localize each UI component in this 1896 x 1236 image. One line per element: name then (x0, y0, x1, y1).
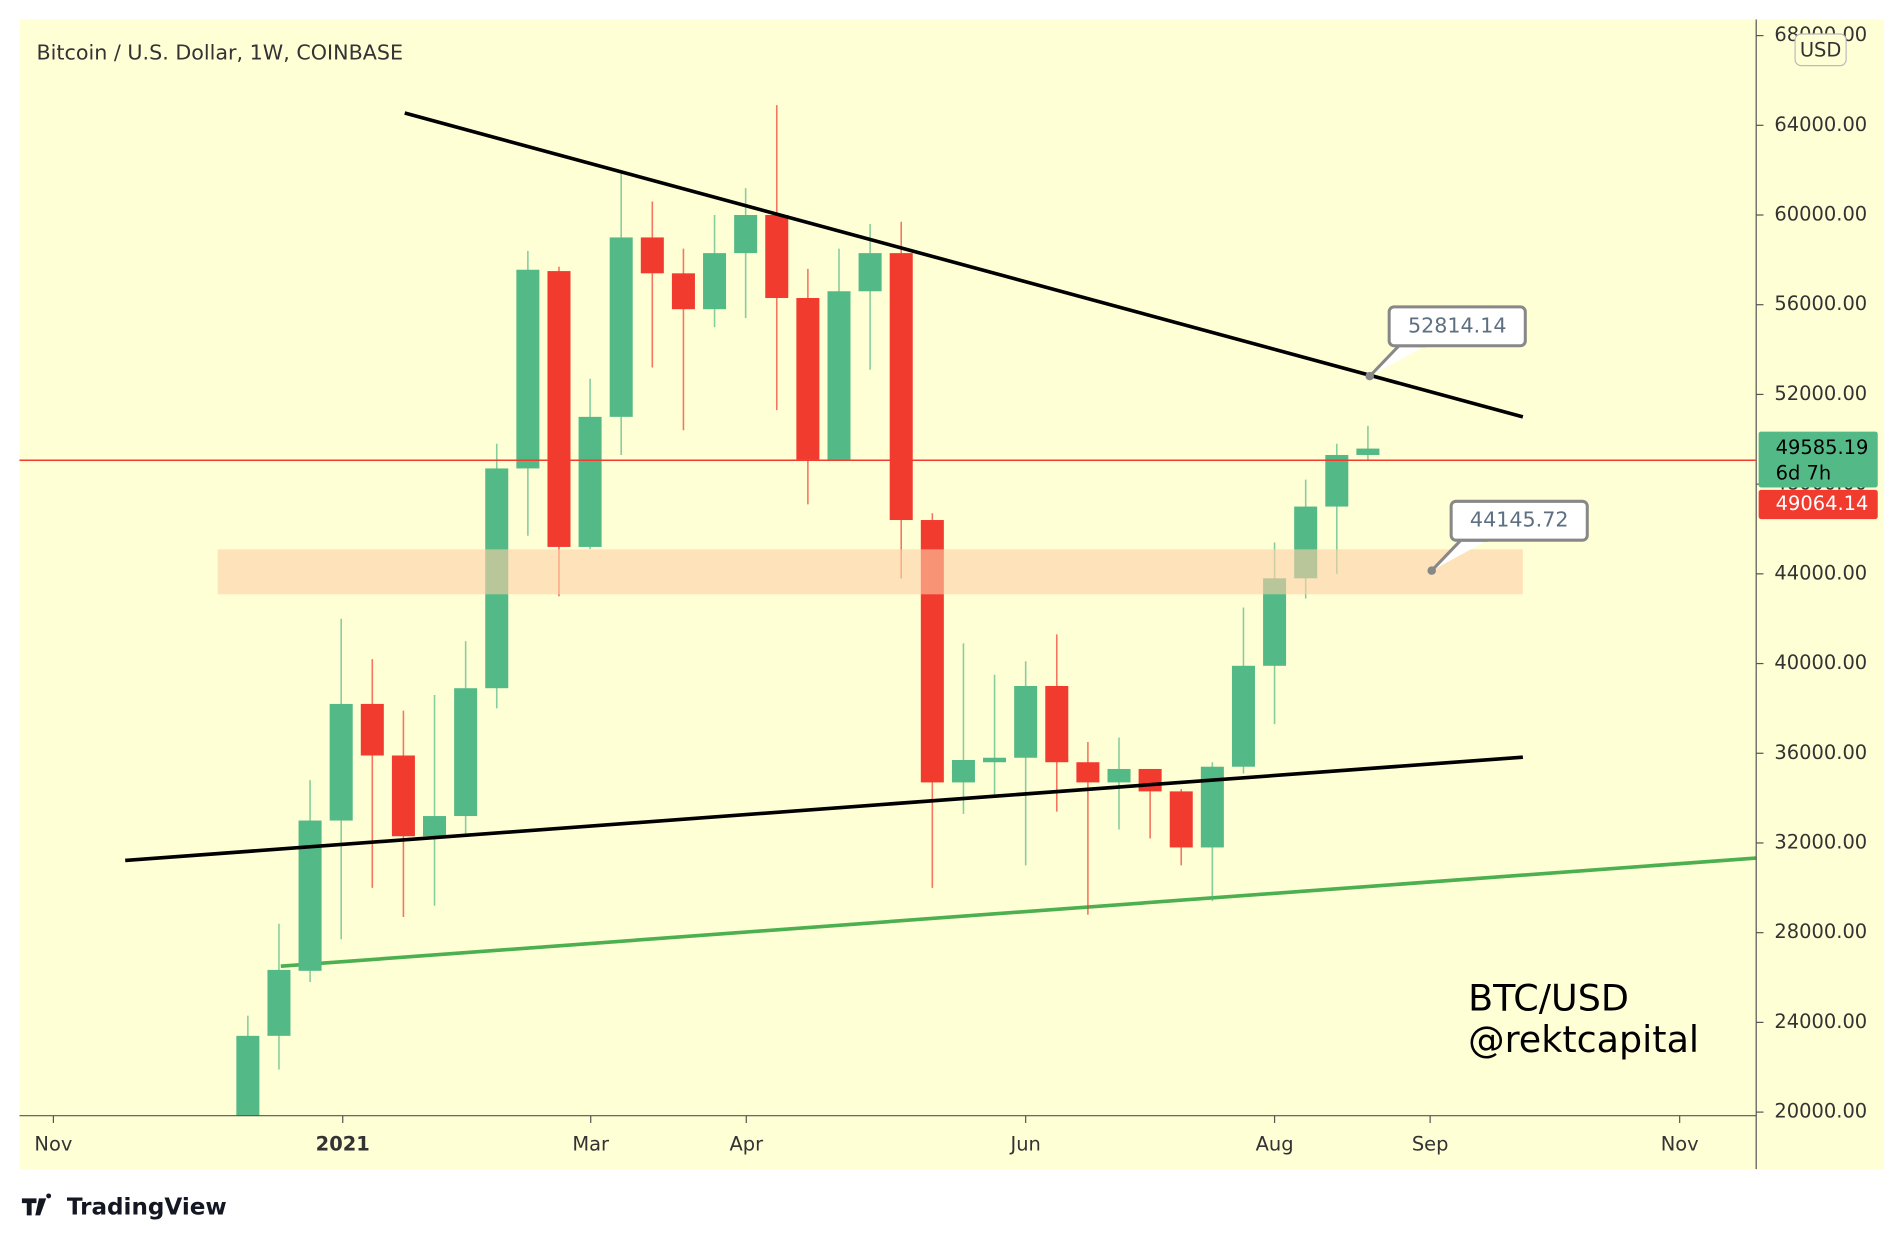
candle-body (298, 820, 322, 971)
candle-body (1014, 685, 1038, 758)
y-tick-label: 60000.00 (1774, 203, 1867, 226)
candle-body (1231, 665, 1255, 767)
x-tick-label: Aug (1256, 1132, 1294, 1155)
candle-body (391, 755, 415, 837)
price-label-box (1758, 431, 1878, 488)
candle-body (640, 237, 664, 274)
candle-body (236, 1035, 260, 1116)
callout-box (1387, 305, 1527, 348)
candle-body (547, 271, 571, 547)
candle-body (1263, 578, 1287, 666)
y-tick-label: 40000.00 (1774, 651, 1867, 674)
watermark: BTC/USD (1468, 977, 1629, 1020)
plot-area (236, 105, 1757, 1116)
watermark: @rektcapital (1468, 1018, 1699, 1061)
countdown-label: 6d 7h (1776, 462, 1832, 485)
candle-body (858, 253, 882, 292)
candle-body (1200, 766, 1224, 848)
candle-body (1107, 768, 1131, 783)
candle-body (578, 416, 602, 547)
support-zone (217, 549, 1523, 595)
candle-body (454, 688, 478, 817)
price-label: 49064.14 (1776, 492, 1869, 515)
callout-anchor (1365, 371, 1374, 381)
candle-body (703, 253, 727, 310)
y-tick-label: 20000.00 (1774, 1100, 1867, 1123)
x-tick-label: Apr (729, 1132, 763, 1155)
candle-body (1169, 791, 1193, 848)
candle-body (827, 291, 851, 460)
x-tick-label: Jun (1009, 1132, 1040, 1155)
y-tick-label: 36000.00 (1774, 741, 1867, 764)
y-tick-label: 64000.00 (1774, 113, 1867, 136)
y-tick-label: 32000.00 (1774, 830, 1867, 853)
brand-name: TradingView (67, 1195, 227, 1221)
y-tick-label: 56000.00 (1774, 292, 1867, 315)
callout-label: 44145.72 (1470, 508, 1569, 532)
candle-body (796, 297, 820, 460)
candle-body (1138, 768, 1162, 792)
callout-box (1449, 499, 1589, 542)
price-label-box (1758, 489, 1878, 520)
brand-logo: TradingView (21, 1193, 227, 1221)
candle-body (765, 215, 789, 298)
candle-body (951, 759, 975, 783)
chart-title: Bitcoin / U.S. Dollar, 1W, COINBASE (36, 40, 403, 64)
candle-body (734, 215, 758, 254)
x-tick-label: Nov (1661, 1132, 1699, 1155)
candle-body (516, 269, 540, 469)
candle-body (609, 237, 633, 417)
price-label: 49585.19 (1776, 436, 1869, 459)
y-tick-label: 24000.00 (1774, 1010, 1867, 1033)
candle-body (423, 816, 447, 837)
candle-body (267, 969, 291, 1036)
y-tick-label: 28000.00 (1774, 920, 1867, 943)
candle-body (889, 253, 913, 521)
currency-box (1794, 33, 1847, 67)
candle-body (329, 703, 353, 821)
drawings: 52814.14 44145.72 (125, 111, 1589, 863)
x-tick-label: Nov (34, 1132, 72, 1155)
candle-body (360, 703, 384, 756)
lower-trendline (125, 755, 1523, 863)
callout-label: 52814.14 (1408, 313, 1507, 337)
currency-label: USD (1800, 39, 1842, 62)
candle-body (1356, 448, 1380, 455)
candle-body (671, 273, 695, 310)
callout-anchor (1427, 566, 1436, 575)
candle-body (1325, 454, 1349, 507)
x-tick-label: Mar (572, 1132, 609, 1155)
y-tick-label: 44000.00 (1774, 561, 1867, 584)
candle-body (1076, 762, 1100, 783)
candle-body (1045, 685, 1069, 763)
upper-trendline (404, 111, 1524, 419)
x-tick-label: Sep (1412, 1132, 1449, 1155)
y-tick-label: 52000.00 (1774, 382, 1867, 405)
brand-icon (21, 1193, 52, 1216)
candle-body (983, 757, 1007, 763)
support-trendline (280, 856, 1757, 969)
x-tick-label: 2021 (316, 1132, 370, 1155)
